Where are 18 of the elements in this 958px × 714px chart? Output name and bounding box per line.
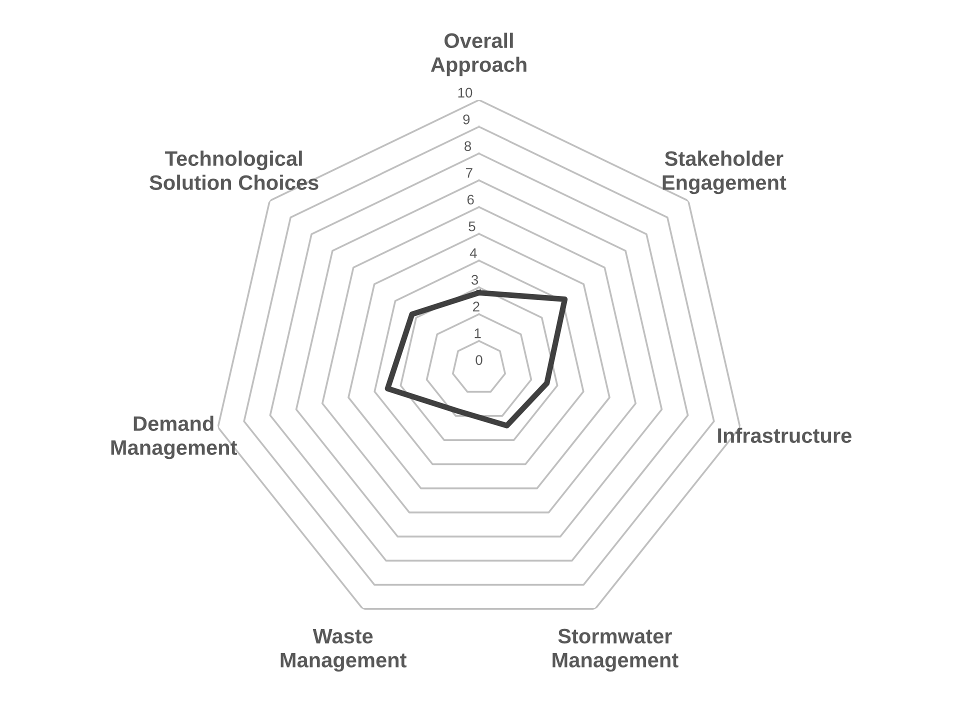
spoke-label: Stakeholder Engagement (662, 150, 786, 194)
spoke-label: Waste Management (280, 628, 406, 672)
y-tick-label: 8 (464, 141, 472, 152)
y-tick-label: 7 (466, 168, 472, 178)
y-tick-label: 1 (474, 328, 481, 338)
y-tick-label: 9 (463, 114, 470, 124)
y-tick-label: 10 (458, 88, 472, 98)
y-tick-label: 0 (476, 355, 482, 365)
spoke-label: Stormwater Management (552, 628, 678, 672)
spoke-label: Overall Approach (430, 32, 526, 76)
y-tick-label: 6 (467, 194, 474, 205)
y-tick-label: 2 (473, 302, 480, 312)
y-tick-label: 5 (468, 222, 476, 232)
spoke-label: Demand Management (111, 416, 238, 460)
y-tick-label: 4 (470, 248, 477, 258)
spoke-label: Infrastructure (718, 428, 852, 444)
spoke-label: Technological Solution Choices (150, 150, 318, 190)
y-tick-label: 3 (471, 274, 478, 285)
